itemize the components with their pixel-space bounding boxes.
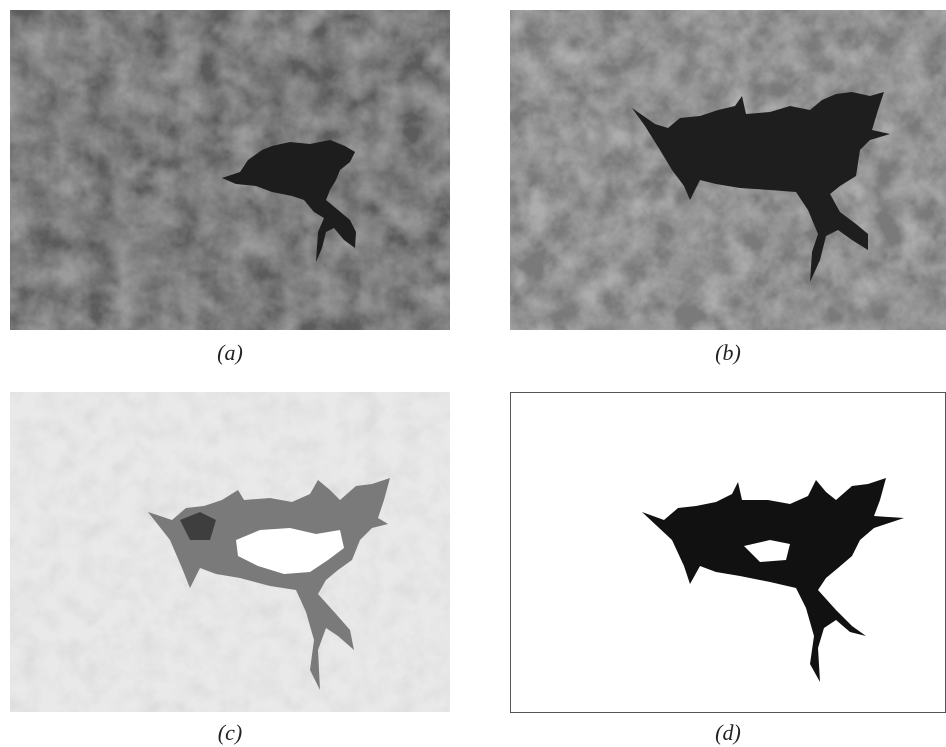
panel-d bbox=[511, 393, 946, 713]
panel-a bbox=[10, 10, 450, 330]
caption: (b) bbox=[715, 340, 741, 365]
panel-c bbox=[10, 392, 450, 712]
caption: (a) bbox=[217, 340, 243, 365]
panel-b bbox=[510, 10, 946, 330]
satellite-image bbox=[10, 10, 450, 330]
figure: (a) (b) (c) (d) bbox=[0, 0, 946, 747]
caption: (d) bbox=[715, 720, 741, 745]
caption: (c) bbox=[218, 720, 242, 745]
